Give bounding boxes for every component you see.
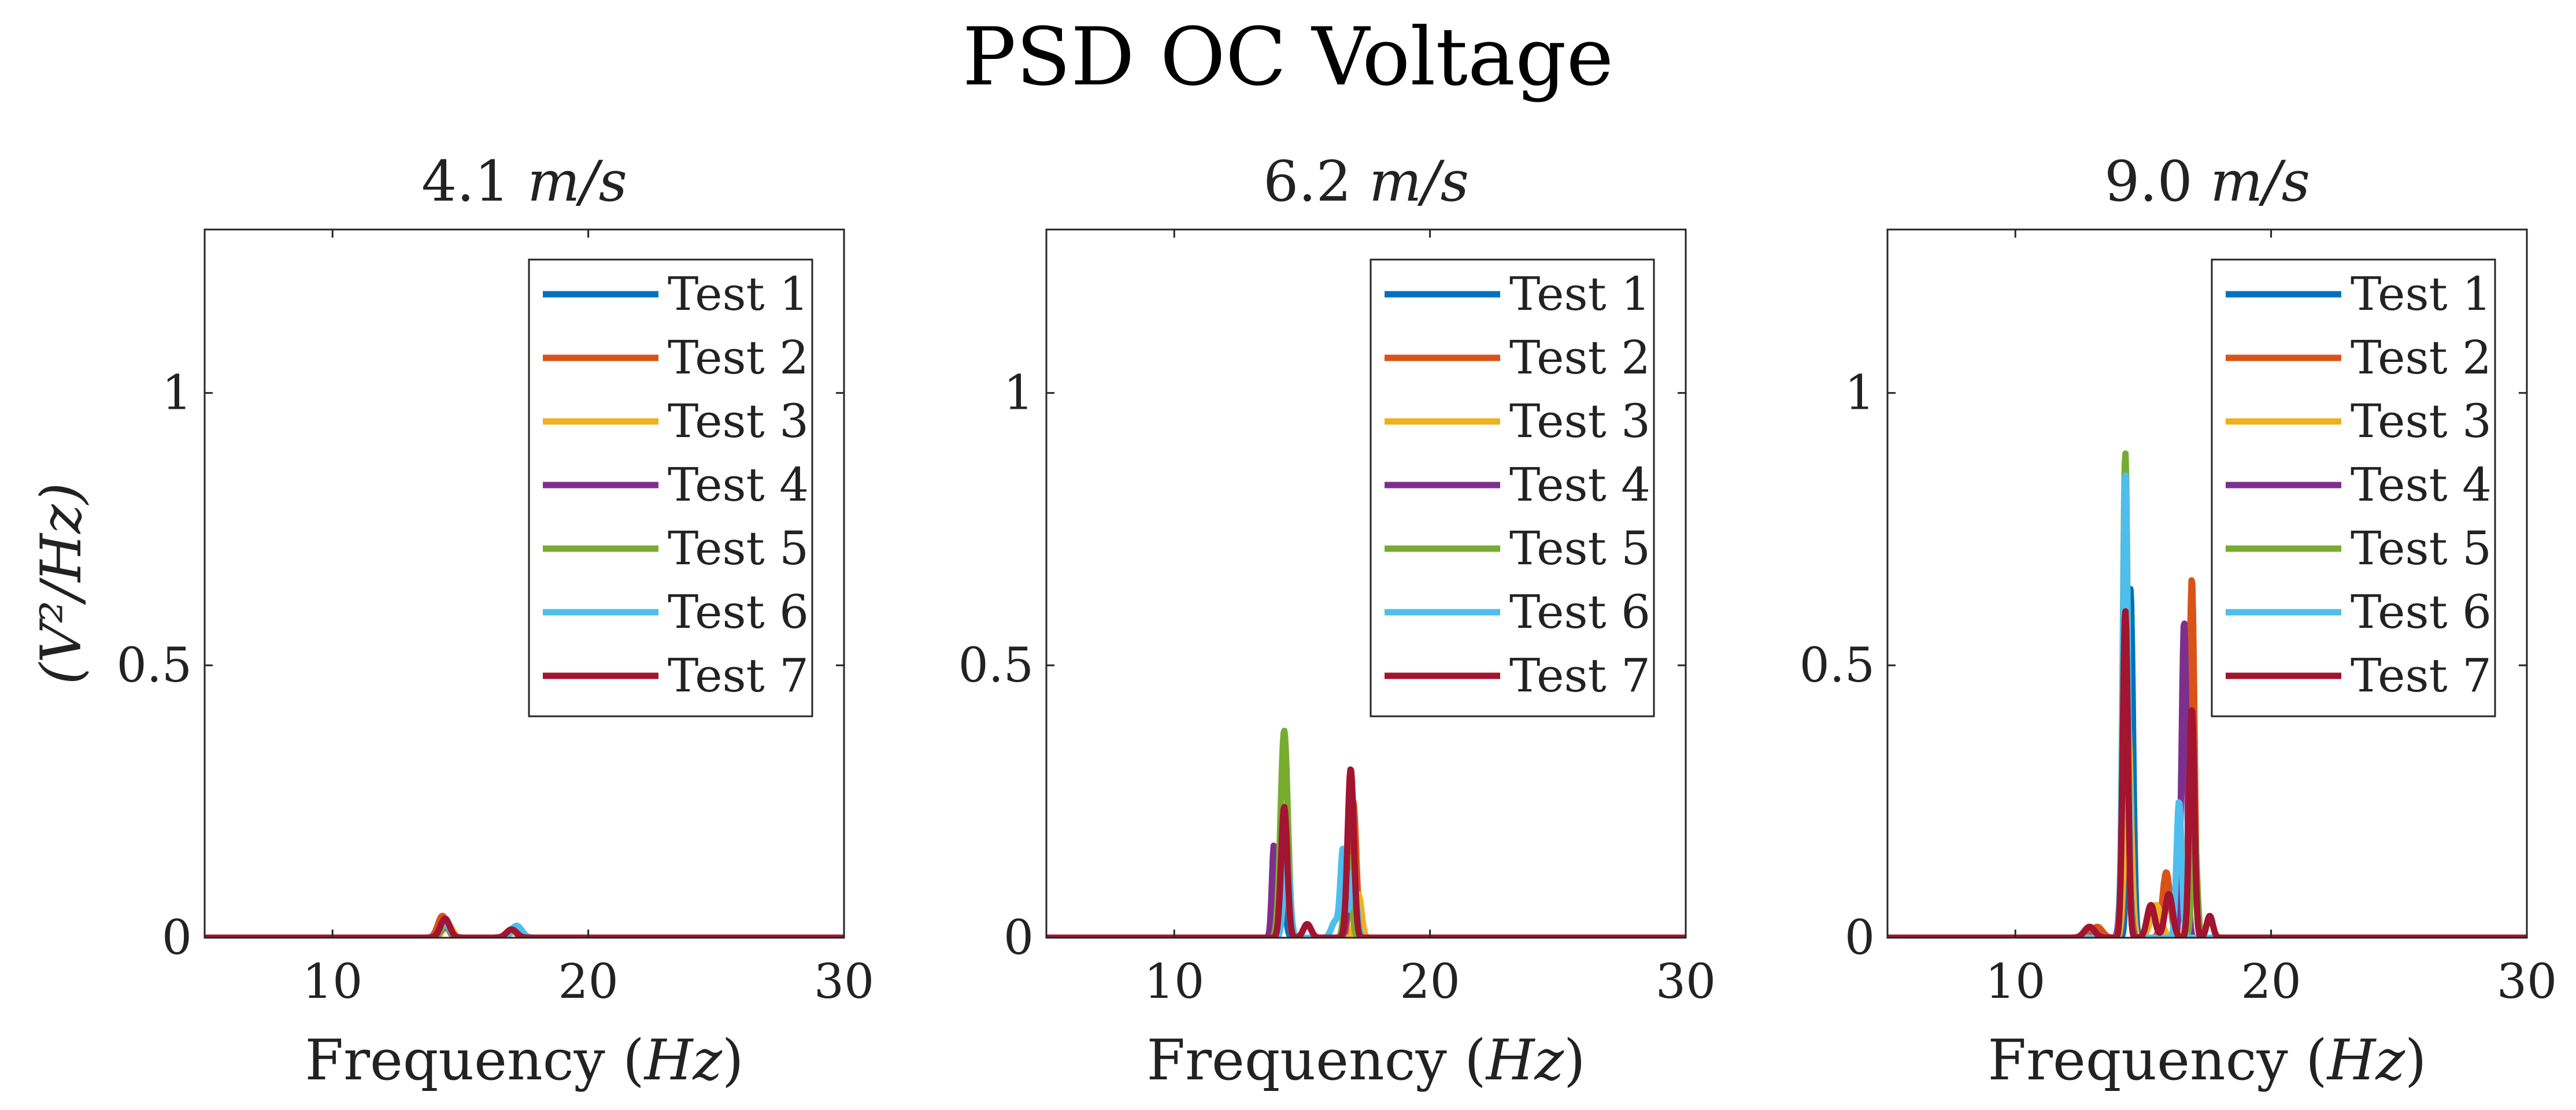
x-axis-label-unit: Hz xyxy=(2326,1028,2406,1093)
y-tick-label: 0.5 xyxy=(958,638,1034,693)
x-tick-label: 30 xyxy=(2497,954,2557,1009)
legend-item-label: Test 2 xyxy=(2351,331,2492,384)
legend-item-label: Test 2 xyxy=(1509,331,1650,384)
subplot-title-unit: m/s xyxy=(1369,149,1469,214)
y-tick-label: 0 xyxy=(1845,911,1875,965)
legend-item-label: Test 7 xyxy=(668,649,809,702)
legend-item-label: Test 6 xyxy=(668,585,809,639)
x-axis-label: Frequency (Hz) xyxy=(305,1028,744,1093)
legend-item-label: Test 5 xyxy=(1509,521,1650,575)
x-axis-label-unit: Hz xyxy=(1485,1028,1565,1093)
axes-box xyxy=(1045,228,1687,939)
legend-item-label: Test 5 xyxy=(2351,521,2492,575)
legend-item-label: Test 3 xyxy=(668,394,809,448)
axes-box xyxy=(203,228,845,939)
legend-item-label: Test 1 xyxy=(1509,267,1650,321)
subplot-title: 4.1 m/s xyxy=(421,149,627,214)
y-axis-label: (V²/Hz) xyxy=(29,483,94,684)
subplot-1: 4.1 m/s 10 20 30 0 0.5 1 Frequency (Hz) (V²/Hz) T… xyxy=(29,149,874,1093)
y-tick-label: 0 xyxy=(162,911,192,965)
subplot-title-value: 9.0 xyxy=(2104,149,2210,214)
subplot-title-unit: m/s xyxy=(527,149,627,214)
x-axis-label-unit: Hz xyxy=(643,1028,723,1093)
subplot-title-unit: m/s xyxy=(2210,149,2310,214)
figure-title: PSD OC Voltage xyxy=(962,10,1614,103)
x-axis-label: Frequency (Hz) xyxy=(1988,1028,2427,1093)
x-tick-label: 10 xyxy=(1144,954,1204,1009)
y-tick-label: 0.5 xyxy=(1800,638,1875,693)
series-group xyxy=(1887,450,2527,938)
legend: Test 1 Test 2 Test 3 Test 4 Test 5 Test 6 Test… xyxy=(1370,258,1655,717)
y-tick-label: 1 xyxy=(162,366,192,421)
legend-item-label: Test 4 xyxy=(2351,458,2492,512)
x-tick-label: 30 xyxy=(814,954,874,1009)
x-axis-label: Frequency (Hz) xyxy=(1147,1028,1586,1093)
legend-item-label: Test 3 xyxy=(1509,394,1650,448)
legend-item-label: Test 3 xyxy=(2351,394,2492,448)
subplot-title: 6.2 m/s xyxy=(1263,149,1469,214)
legend: Test 1 Test 2 Test 3 Test 4 Test 5 Test 6 Test… xyxy=(2211,258,2496,717)
y-tick-label: 1 xyxy=(1004,366,1034,421)
x-tick-label: 10 xyxy=(1985,954,2045,1009)
legend-item-label: Test 1 xyxy=(668,267,809,321)
y-tick-label: 1 xyxy=(1845,366,1875,421)
legend-item-label: Test 7 xyxy=(2351,649,2492,702)
series-group xyxy=(1046,727,1686,938)
legend-item-label: Test 2 xyxy=(668,331,809,384)
legend-item-label: Test 5 xyxy=(668,521,809,575)
x-axis-label-text: Frequency ( xyxy=(1147,1028,1486,1093)
legend-item-label: Test 6 xyxy=(1509,585,1650,639)
legend-item-label: Test 7 xyxy=(1509,649,1650,702)
x-axis-label-text: Frequency ( xyxy=(1988,1028,2327,1093)
axes-box xyxy=(1886,228,2528,939)
x-axis-label-text: Frequency ( xyxy=(305,1028,645,1093)
subplot-title-value: 6.2 xyxy=(1263,149,1369,214)
subplot-title: 9.0 m/s xyxy=(2104,149,2310,214)
x-tick-label: 20 xyxy=(2241,954,2301,1009)
y-tick-label: 0.5 xyxy=(117,638,192,693)
x-tick-label: 20 xyxy=(1400,954,1460,1009)
legend: Test 1 Test 2 Test 3 Test 4 Test 5 Test 6 Test… xyxy=(528,258,813,717)
legend-item-label: Test 6 xyxy=(2351,585,2492,639)
x-tick-label: 10 xyxy=(302,954,362,1009)
y-tick-label: 0 xyxy=(1004,911,1034,965)
legend-item-label: Test 4 xyxy=(1509,458,1650,512)
legend-item-label: Test 1 xyxy=(2351,267,2492,321)
x-tick-label: 30 xyxy=(1656,954,1716,1009)
series-line-test-6 xyxy=(205,919,844,938)
series-line-test-7 xyxy=(1887,608,2527,938)
legend-item-label: Test 4 xyxy=(668,458,809,512)
x-tick-label: 20 xyxy=(558,954,618,1009)
subplot-title-value: 4.1 xyxy=(421,149,527,214)
